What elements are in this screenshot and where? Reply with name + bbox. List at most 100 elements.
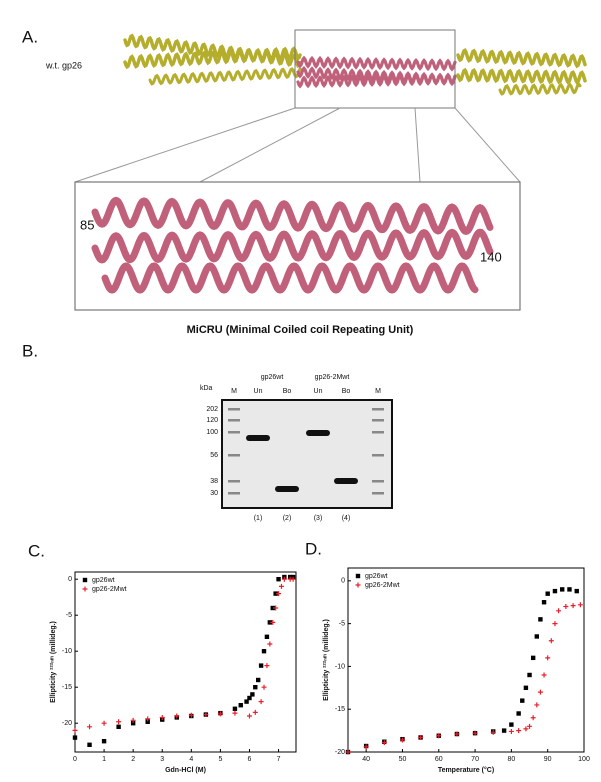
point [247, 695, 252, 701]
lane-label: M [375, 388, 381, 395]
point [527, 672, 532, 678]
point [509, 722, 514, 727]
y-tick-label: -20 [335, 749, 345, 756]
lane-label: Un [254, 388, 263, 395]
point [290, 576, 296, 582]
y-tick-label: -20 [62, 720, 72, 727]
lane-label: Un [314, 388, 323, 395]
point [145, 716, 151, 722]
point [530, 655, 536, 661]
point [101, 739, 107, 744]
point [534, 634, 539, 639]
marker-label: 30 [210, 490, 218, 497]
helix [91, 228, 494, 264]
point [399, 737, 405, 743]
plot-frame [74, 571, 297, 753]
y-tick-label: 0 [68, 576, 72, 583]
point [261, 649, 267, 654]
y-tick-label: -15 [62, 684, 72, 691]
point [130, 721, 136, 726]
marker-label: 100 [206, 429, 218, 436]
point [363, 744, 369, 750]
marker-band [372, 408, 384, 411]
helix [296, 55, 457, 72]
zoom-box [294, 29, 456, 109]
point [276, 577, 281, 582]
point [267, 641, 273, 647]
zoom-line [199, 107, 341, 183]
point [72, 727, 78, 733]
lane-number: (3) [314, 515, 323, 522]
point [278, 583, 284, 589]
point [101, 720, 107, 726]
marker-band [372, 480, 384, 483]
point [238, 703, 243, 708]
marker-band [228, 419, 240, 422]
point [273, 605, 279, 611]
panel-label: B. [22, 341, 38, 360]
point [345, 749, 351, 755]
point [188, 712, 194, 718]
marker-band [228, 492, 240, 495]
panel-label: D. [305, 539, 322, 558]
helix [148, 67, 302, 86]
y-axis-label: Ellipticity ²²²ⁿᵐ (millideg.) [323, 619, 330, 701]
point [273, 591, 278, 596]
plot-frame [347, 567, 585, 753]
marker-label: 38 [210, 478, 218, 485]
point [545, 655, 551, 661]
legend-marker [82, 586, 88, 592]
point [523, 685, 529, 691]
point [72, 735, 78, 740]
x-tick-label: 100 [578, 756, 590, 763]
helix [296, 72, 457, 89]
lane-number: (2) [283, 515, 292, 522]
gel-lanes [228, 408, 384, 495]
helix [91, 196, 494, 236]
point [516, 711, 521, 716]
x-tick-label: 90 [544, 756, 552, 763]
x-tick-label: 6 [248, 756, 252, 763]
point [232, 710, 238, 716]
point [508, 728, 514, 734]
protein-label: w.t. gp26 [45, 60, 82, 70]
point [527, 723, 533, 729]
band [246, 435, 270, 441]
point [203, 712, 209, 718]
point [516, 728, 522, 734]
x-tick-label: 60 [435, 756, 443, 763]
legend-marker [82, 577, 88, 583]
helix [101, 262, 479, 294]
point [264, 663, 270, 669]
point [281, 576, 287, 582]
point [501, 728, 507, 733]
y-tick-label: -5 [66, 612, 72, 619]
x-tick-label: 0 [73, 756, 77, 763]
residue-label: 85 [80, 217, 94, 232]
point [232, 706, 238, 711]
x-tick-label: 50 [399, 756, 407, 763]
point [87, 742, 92, 747]
x-tick-label: 2 [131, 756, 135, 763]
lane-number: (1) [254, 515, 263, 522]
panel-label: C. [28, 541, 45, 560]
kda-label: kDa [200, 385, 213, 392]
helix [123, 46, 302, 70]
point [548, 638, 554, 644]
zoom-line [454, 107, 521, 183]
structure [123, 33, 587, 96]
point [567, 587, 572, 592]
zoom-line [74, 107, 296, 183]
point [246, 713, 252, 719]
marker-band [372, 454, 384, 457]
x-tick-label: 4 [189, 756, 193, 763]
marker-band [372, 492, 384, 495]
point [472, 730, 478, 736]
legend-label: gp26wt [365, 573, 388, 580]
caption: MiCRU (Minimal Coiled coil Repeating Uni… [187, 324, 414, 336]
legend-label: gp26wt [92, 577, 115, 584]
point [560, 587, 565, 592]
marker-label: 56 [210, 452, 218, 459]
point [418, 734, 424, 740]
